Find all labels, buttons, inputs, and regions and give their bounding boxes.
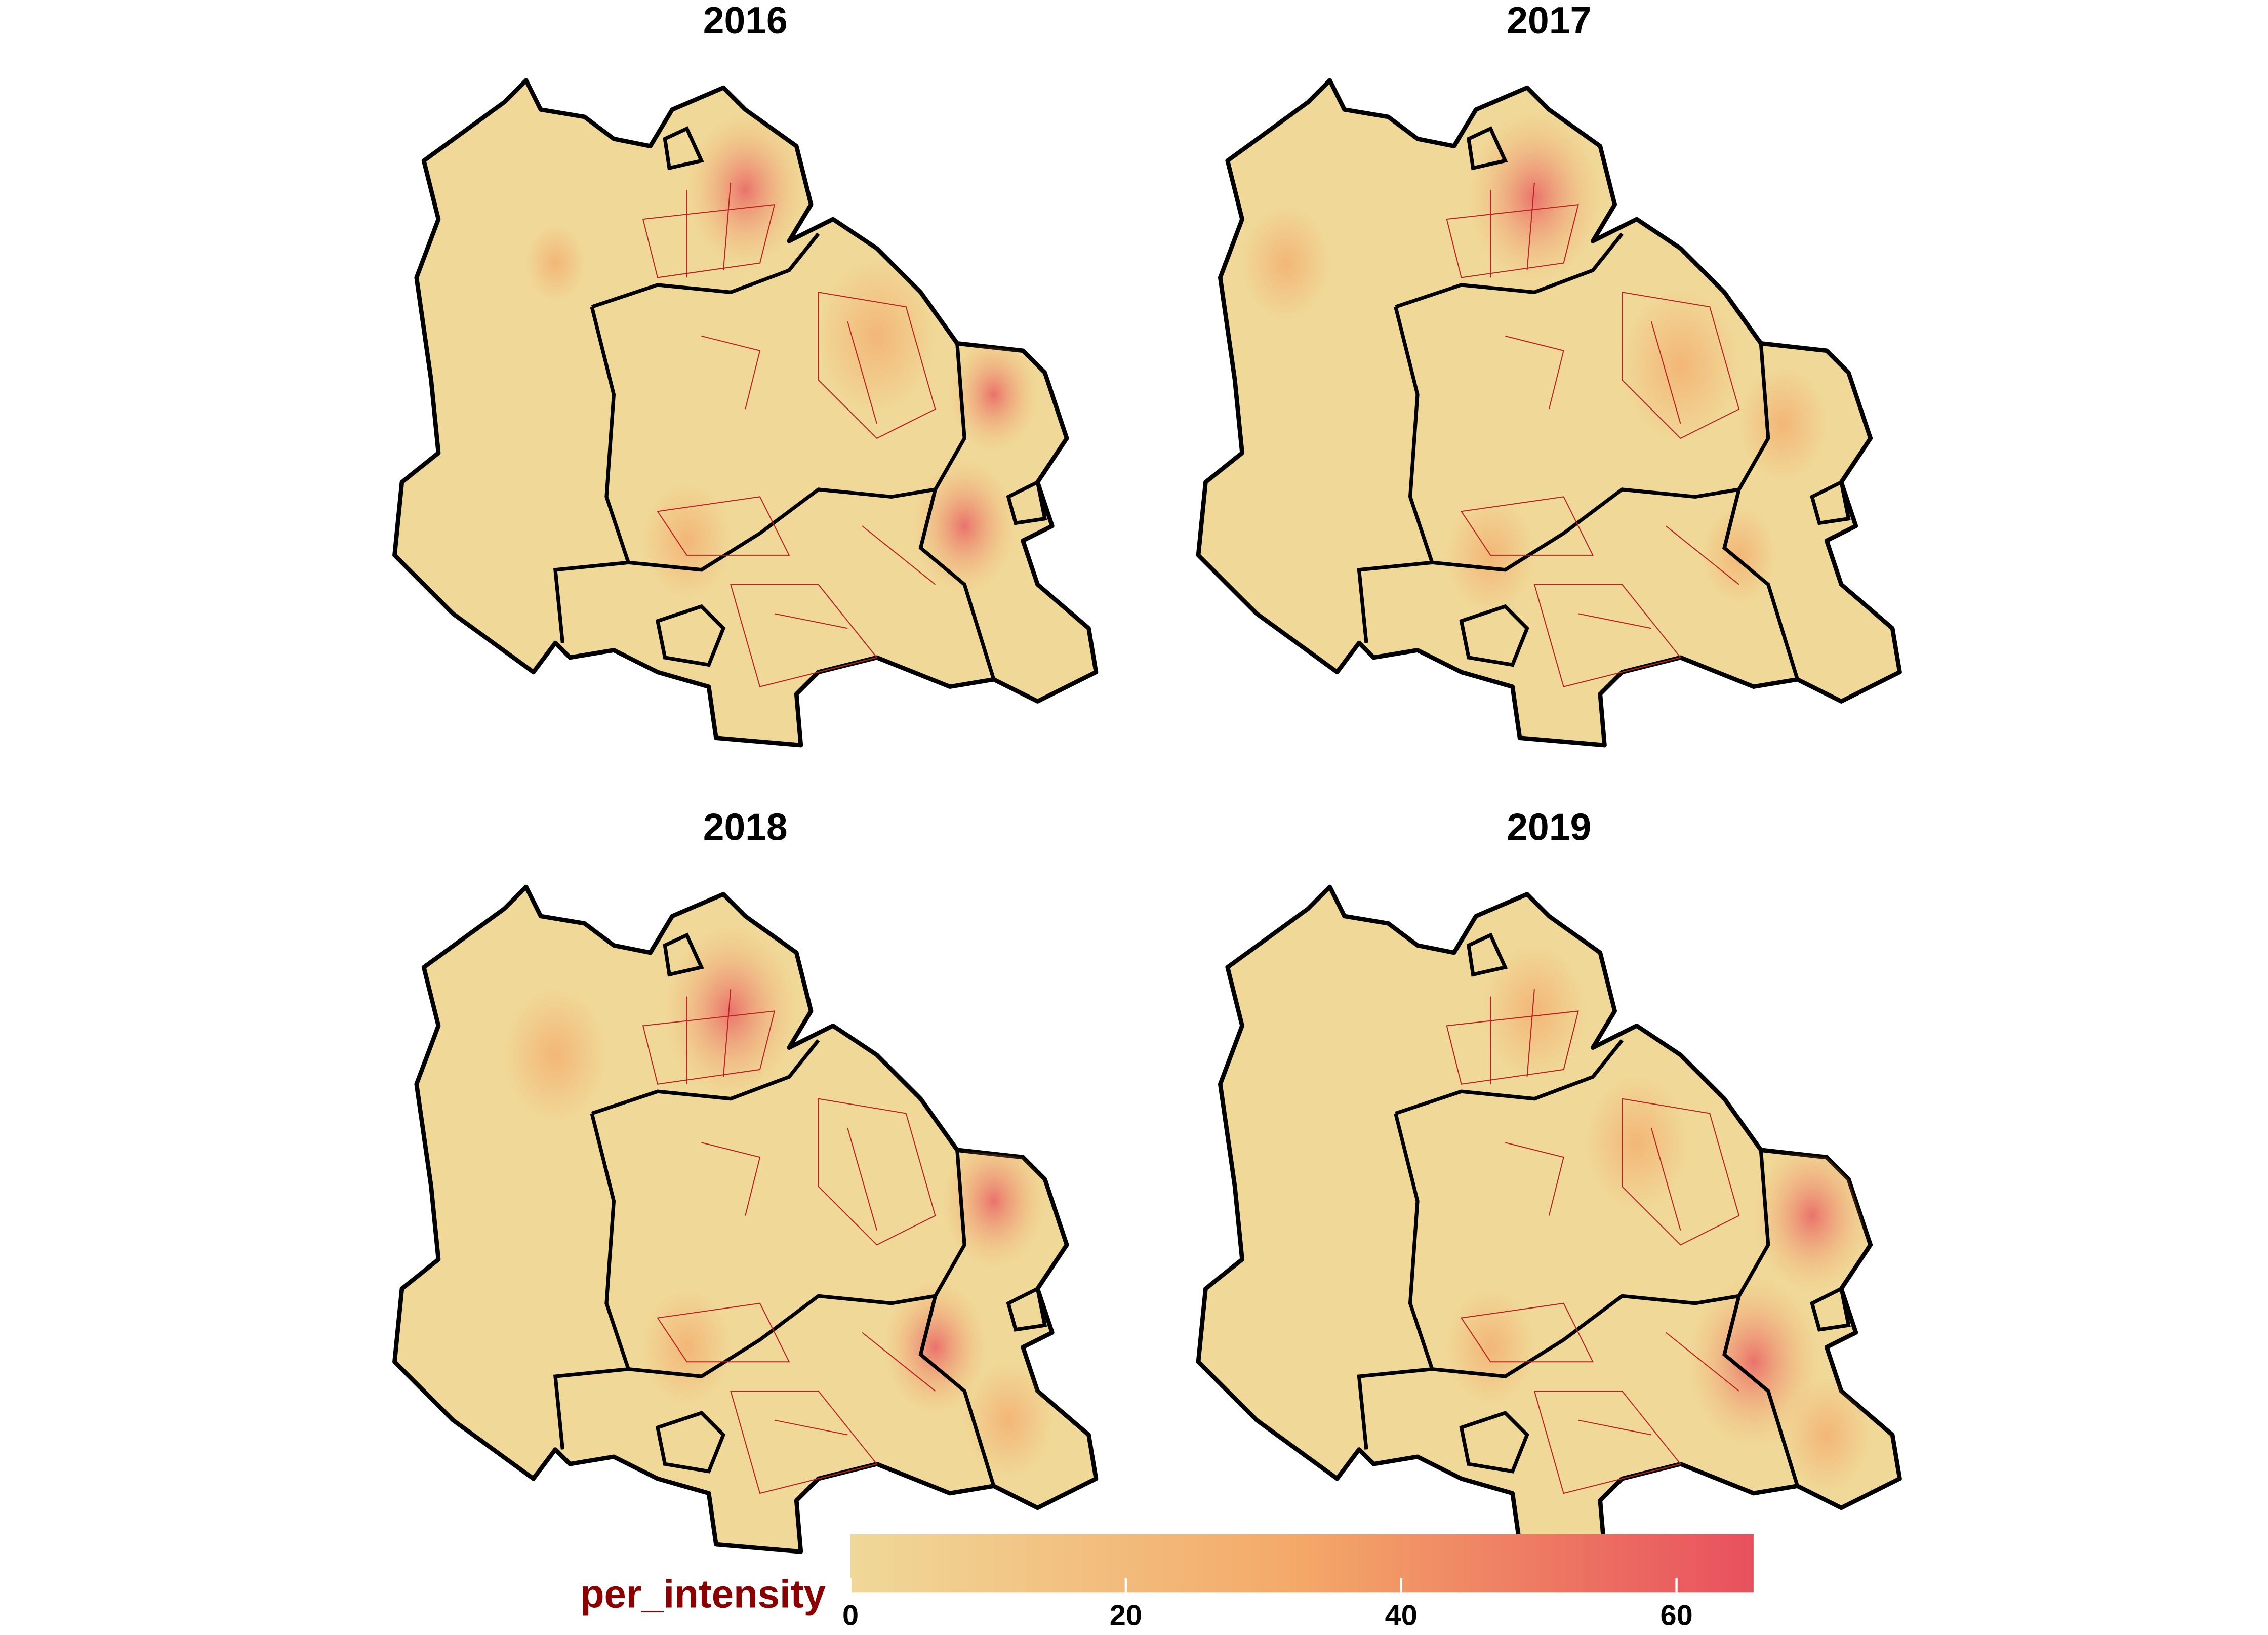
panel-title: 2016 (703, 0, 788, 42)
intensity-layer (526, 114, 1038, 598)
legend-title: per_intensity (580, 1572, 826, 1616)
map-panel: 2017 (1198, 0, 1900, 745)
tick-label: 0 (842, 1600, 859, 1632)
hotspot (964, 1363, 1052, 1478)
hotspot (1585, 1076, 1688, 1209)
panel-title: 2019 (1507, 805, 1591, 848)
intensity-layer (1446, 945, 1871, 1492)
tick-label: 60 (1660, 1600, 1692, 1632)
hotspot (913, 459, 1016, 593)
hotspot (526, 225, 585, 301)
hotspot (942, 1134, 1045, 1268)
hotspot (686, 114, 804, 266)
colorbar (850, 1534, 1754, 1593)
hotspot (818, 260, 936, 412)
hotspot (950, 337, 1038, 452)
tick-label: 20 (1110, 1600, 1142, 1632)
hotspot (1783, 1377, 1871, 1492)
hotspot (1242, 206, 1330, 320)
panel-title: 2017 (1507, 0, 1591, 42)
hotspot (1702, 508, 1776, 603)
hotspot (665, 925, 797, 1097)
hotspot (1446, 1290, 1534, 1404)
hotspot (504, 988, 606, 1122)
map-panel: 2018 (394, 805, 1096, 1551)
hotspot (1469, 111, 1600, 283)
hotspot (1687, 1276, 1819, 1448)
hotspot (1753, 1139, 1871, 1292)
map-panel: 2016 (394, 0, 1096, 745)
panel-title: 2018 (703, 805, 788, 848)
hotspot (643, 483, 731, 598)
map-panel: 2019 (1198, 805, 1900, 1551)
hotspot (884, 1281, 987, 1414)
hotspot (643, 1290, 731, 1404)
hotspot (1622, 289, 1739, 441)
tick-label: 40 (1385, 1600, 1418, 1632)
hotspot (1483, 945, 1586, 1078)
